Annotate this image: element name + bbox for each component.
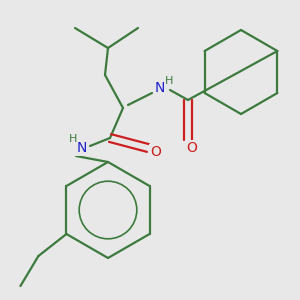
- Text: H: H: [69, 134, 77, 144]
- Text: H: H: [165, 76, 173, 86]
- Text: N: N: [77, 141, 87, 155]
- Text: N: N: [155, 81, 165, 95]
- Text: O: O: [151, 145, 161, 159]
- Text: O: O: [187, 141, 197, 155]
